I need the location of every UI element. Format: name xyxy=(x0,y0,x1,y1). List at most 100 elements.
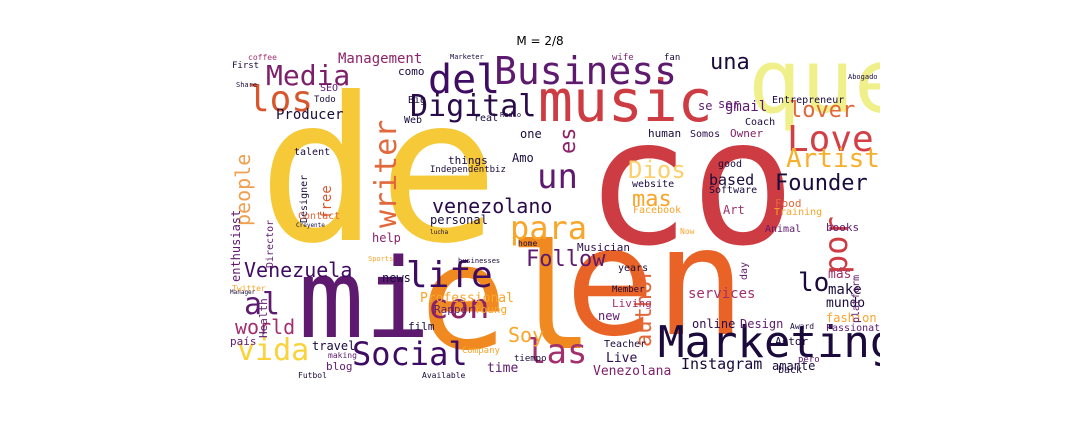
cloud-word: making xyxy=(328,351,357,360)
cloud-word: una xyxy=(710,50,750,75)
cloud-word: gmail xyxy=(725,99,768,115)
cloud-word: SEO xyxy=(320,83,339,94)
cloud-word: Manager xyxy=(230,289,256,296)
cloud-word: tiempo xyxy=(514,354,547,364)
cloud-word: wife xyxy=(612,53,634,63)
cloud-word: Young xyxy=(474,303,508,316)
cloud-word: film xyxy=(408,320,435,333)
cloud-word: Venezuela xyxy=(244,258,353,282)
cloud-word: news xyxy=(382,271,411,285)
cloud-word: human xyxy=(648,127,682,140)
cloud-word: Todo xyxy=(314,95,336,105)
cloud-word: Member xyxy=(612,285,645,295)
cloud-word: Big xyxy=(408,95,427,106)
cloud-word: un xyxy=(537,157,578,197)
cloud-word: Coach xyxy=(745,117,776,128)
cloud-word: enthusiast xyxy=(230,209,243,282)
cloud-word: Facebook xyxy=(633,205,682,216)
cloud-word: life xyxy=(406,255,493,296)
cloud-word: Producer xyxy=(276,107,344,123)
cloud-word: Creyente xyxy=(296,222,325,229)
cloud-word: lucha xyxy=(430,229,449,236)
cloud-word: Contact xyxy=(298,211,341,222)
cloud-word: Independentbiz xyxy=(430,165,506,175)
cloud-word: amante xyxy=(772,359,816,373)
cloud-word: books xyxy=(826,221,860,234)
cloud-word: First xyxy=(232,61,260,71)
cloud-word: Teacher xyxy=(604,339,647,350)
cloud-word: se xyxy=(698,99,713,113)
cloud-word: Management xyxy=(338,51,423,67)
cloud-word: Owner xyxy=(730,127,764,140)
cloud-word: para xyxy=(510,209,588,247)
cloud-word: Founder xyxy=(775,171,868,196)
cloud-word: world xyxy=(235,315,296,339)
cloud-word: good xyxy=(718,159,743,170)
cloud-word: Company xyxy=(462,346,500,356)
cloud-word: co xyxy=(585,82,796,285)
cloud-word: Art xyxy=(723,203,745,217)
cloud-word: Marketing xyxy=(658,317,880,368)
cloud-word: Musician xyxy=(577,241,630,254)
cloud-word: years xyxy=(618,263,649,274)
cloud-word: Amo xyxy=(512,151,534,165)
cloud-word: Follow xyxy=(526,247,606,272)
cloud-word: Health xyxy=(257,297,270,338)
cloud-word: Now xyxy=(680,227,695,236)
cloud-word: más xyxy=(828,267,852,282)
cloud-word: coffee xyxy=(248,53,277,62)
cloud-word: el xyxy=(420,214,595,380)
cloud-word: Training xyxy=(774,207,823,218)
cloud-word: services xyxy=(688,286,756,302)
cloud-word: Professional xyxy=(420,291,514,306)
cloud-word: Somos xyxy=(690,129,721,140)
cloud-word: Rapper xyxy=(434,303,474,316)
cloud-word: las xyxy=(526,332,588,372)
cloud-word: Media xyxy=(266,59,351,92)
cloud-word: Social xyxy=(352,335,468,373)
cloud-word: back xyxy=(778,365,803,376)
cloud-word: time xyxy=(487,361,519,376)
cloud-word: mi xyxy=(298,235,431,363)
cloud-word: lo xyxy=(798,268,830,298)
cloud-word: Food xyxy=(775,197,802,210)
cloud-word: Business xyxy=(494,50,678,93)
cloud-word: Love xyxy=(787,119,874,160)
cloud-word: talent xyxy=(294,147,331,158)
cloud-word: website xyxy=(632,179,675,190)
cloud-word: Radio xyxy=(500,111,522,119)
cloud-word: como xyxy=(398,65,425,78)
cloud-word: Design xyxy=(740,317,784,331)
chart-title: M = 2/8 xyxy=(516,34,564,48)
cloud-word: al xyxy=(244,287,281,322)
cloud-word: fan xyxy=(664,53,681,63)
cloud-word: que xyxy=(748,50,880,133)
cloud-word: personal xyxy=(430,213,488,227)
cloud-word: es xyxy=(556,127,581,155)
cloud-word: travel xyxy=(312,339,356,353)
cloud-word: make xyxy=(828,282,862,298)
cloud-word: Abogado xyxy=(848,73,878,81)
cloud-word: day xyxy=(739,261,750,280)
cloud-word: help xyxy=(372,231,401,245)
cloud-word: Available xyxy=(422,371,466,380)
cloud-word: del xyxy=(428,57,501,103)
cloud-word: Actor xyxy=(775,335,809,348)
cloud-word: Animal xyxy=(765,224,802,235)
cloud-word: real xyxy=(474,113,499,124)
cloud-word: vida xyxy=(237,333,310,368)
cloud-word: Instagram xyxy=(681,355,763,373)
cloud-word: Web xyxy=(404,115,423,126)
cloud-word: en xyxy=(565,196,746,370)
cloud-word: Futbol xyxy=(298,371,327,380)
cloud-word: mas xyxy=(632,187,672,212)
cloud-word: Passionate xyxy=(826,323,880,334)
cloud-word: platform xyxy=(851,274,862,323)
cloud-word: pero xyxy=(798,355,820,365)
cloud-word: ser xyxy=(718,97,740,111)
cloud-word: writer xyxy=(369,119,404,228)
cloud-word: home xyxy=(518,239,538,248)
cloud-word: new xyxy=(598,309,620,323)
cloud-word: Entrepreneur xyxy=(772,95,845,106)
